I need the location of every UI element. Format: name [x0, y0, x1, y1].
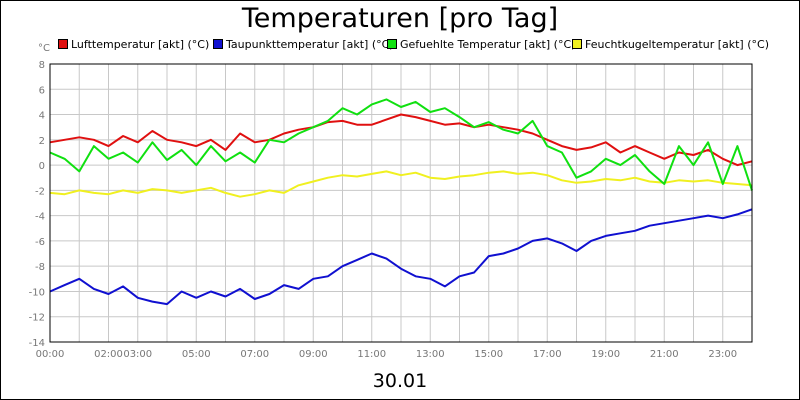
y-tick-label: 2 [39, 136, 45, 147]
legend-item-feuchtkugeltemperatur: Feuchtkugeltemperatur [akt] (°C) [572, 38, 769, 51]
x-axis-date-label: 30.01 [372, 370, 428, 392]
x-tick-label: 11:00 [357, 349, 386, 360]
legend-item-lufttemperatur: Lufttemperatur [akt] (°C) [58, 38, 209, 51]
series-line-0 [49, 113, 753, 167]
series-line-2 [49, 98, 753, 191]
y-tick-label: -4 [35, 212, 45, 223]
x-tick-label: 03:00 [123, 349, 152, 360]
x-tick-label: 15:00 [474, 349, 503, 360]
x-tick-label: 13:00 [416, 349, 445, 360]
x-tick-label: 23:00 [708, 349, 737, 360]
y-tick-label: -2 [35, 186, 45, 197]
x-tick-label: 07:00 [240, 349, 269, 360]
legend-label-lufttemperatur: Lufttemperatur [akt] (°C) [71, 38, 210, 51]
series-line-1 [49, 208, 753, 306]
chart-title: Temperaturen [pro Tag] [241, 3, 559, 34]
legend-label-feuchtkugeltemperatur: Feuchtkugeltemperatur [akt] (°C) [585, 38, 769, 51]
series-line-3 [49, 170, 753, 198]
y-tick-label: 8 [39, 60, 45, 71]
y-tick-label: 4 [39, 111, 45, 122]
legend-swatch-feuchtkugeltemperatur [572, 39, 582, 49]
legend-swatch-lufttemperatur [58, 39, 68, 49]
legend-label-taupunkttemperatur: Taupunkttemperatur [akt] (°C) [226, 38, 394, 51]
y-tick-label: -12 [29, 313, 45, 324]
x-tick-label: 02:00 [94, 349, 123, 360]
x-tick-label: 05:00 [182, 349, 211, 360]
x-tick-label: 17:00 [533, 349, 562, 360]
series-layer [49, 98, 753, 306]
legend-swatch-gefuehlte-temperatur [387, 39, 397, 49]
x-tick-label: 09:00 [299, 349, 328, 360]
legend-item-taupunkttemperatur: Taupunkttemperatur [akt] (°C) [213, 38, 394, 51]
legend-item-gefuehlte-temperatur: Gefuehlte Temperatur [akt] (°C) [387, 38, 575, 51]
x-tick-label: 00:00 [36, 349, 65, 360]
y-tick-label: 0 [39, 161, 45, 172]
y-tick-label: 6 [39, 85, 45, 96]
y-tick-label: -14 [29, 338, 45, 349]
x-tick-label: 19:00 [591, 349, 620, 360]
y-axis-unit: °C [38, 43, 50, 54]
y-tick-label: -8 [35, 262, 45, 273]
y-tick-label: -10 [29, 287, 45, 298]
legend-label-gefuehlte-temperatur: Gefuehlte Temperatur [akt] (°C) [400, 38, 576, 51]
x-tick-label: 21:00 [650, 349, 679, 360]
legend-swatch-taupunkttemperatur [213, 39, 223, 49]
y-tick-label: -6 [35, 237, 45, 248]
grid [50, 64, 752, 342]
plot-border [49, 63, 753, 343]
